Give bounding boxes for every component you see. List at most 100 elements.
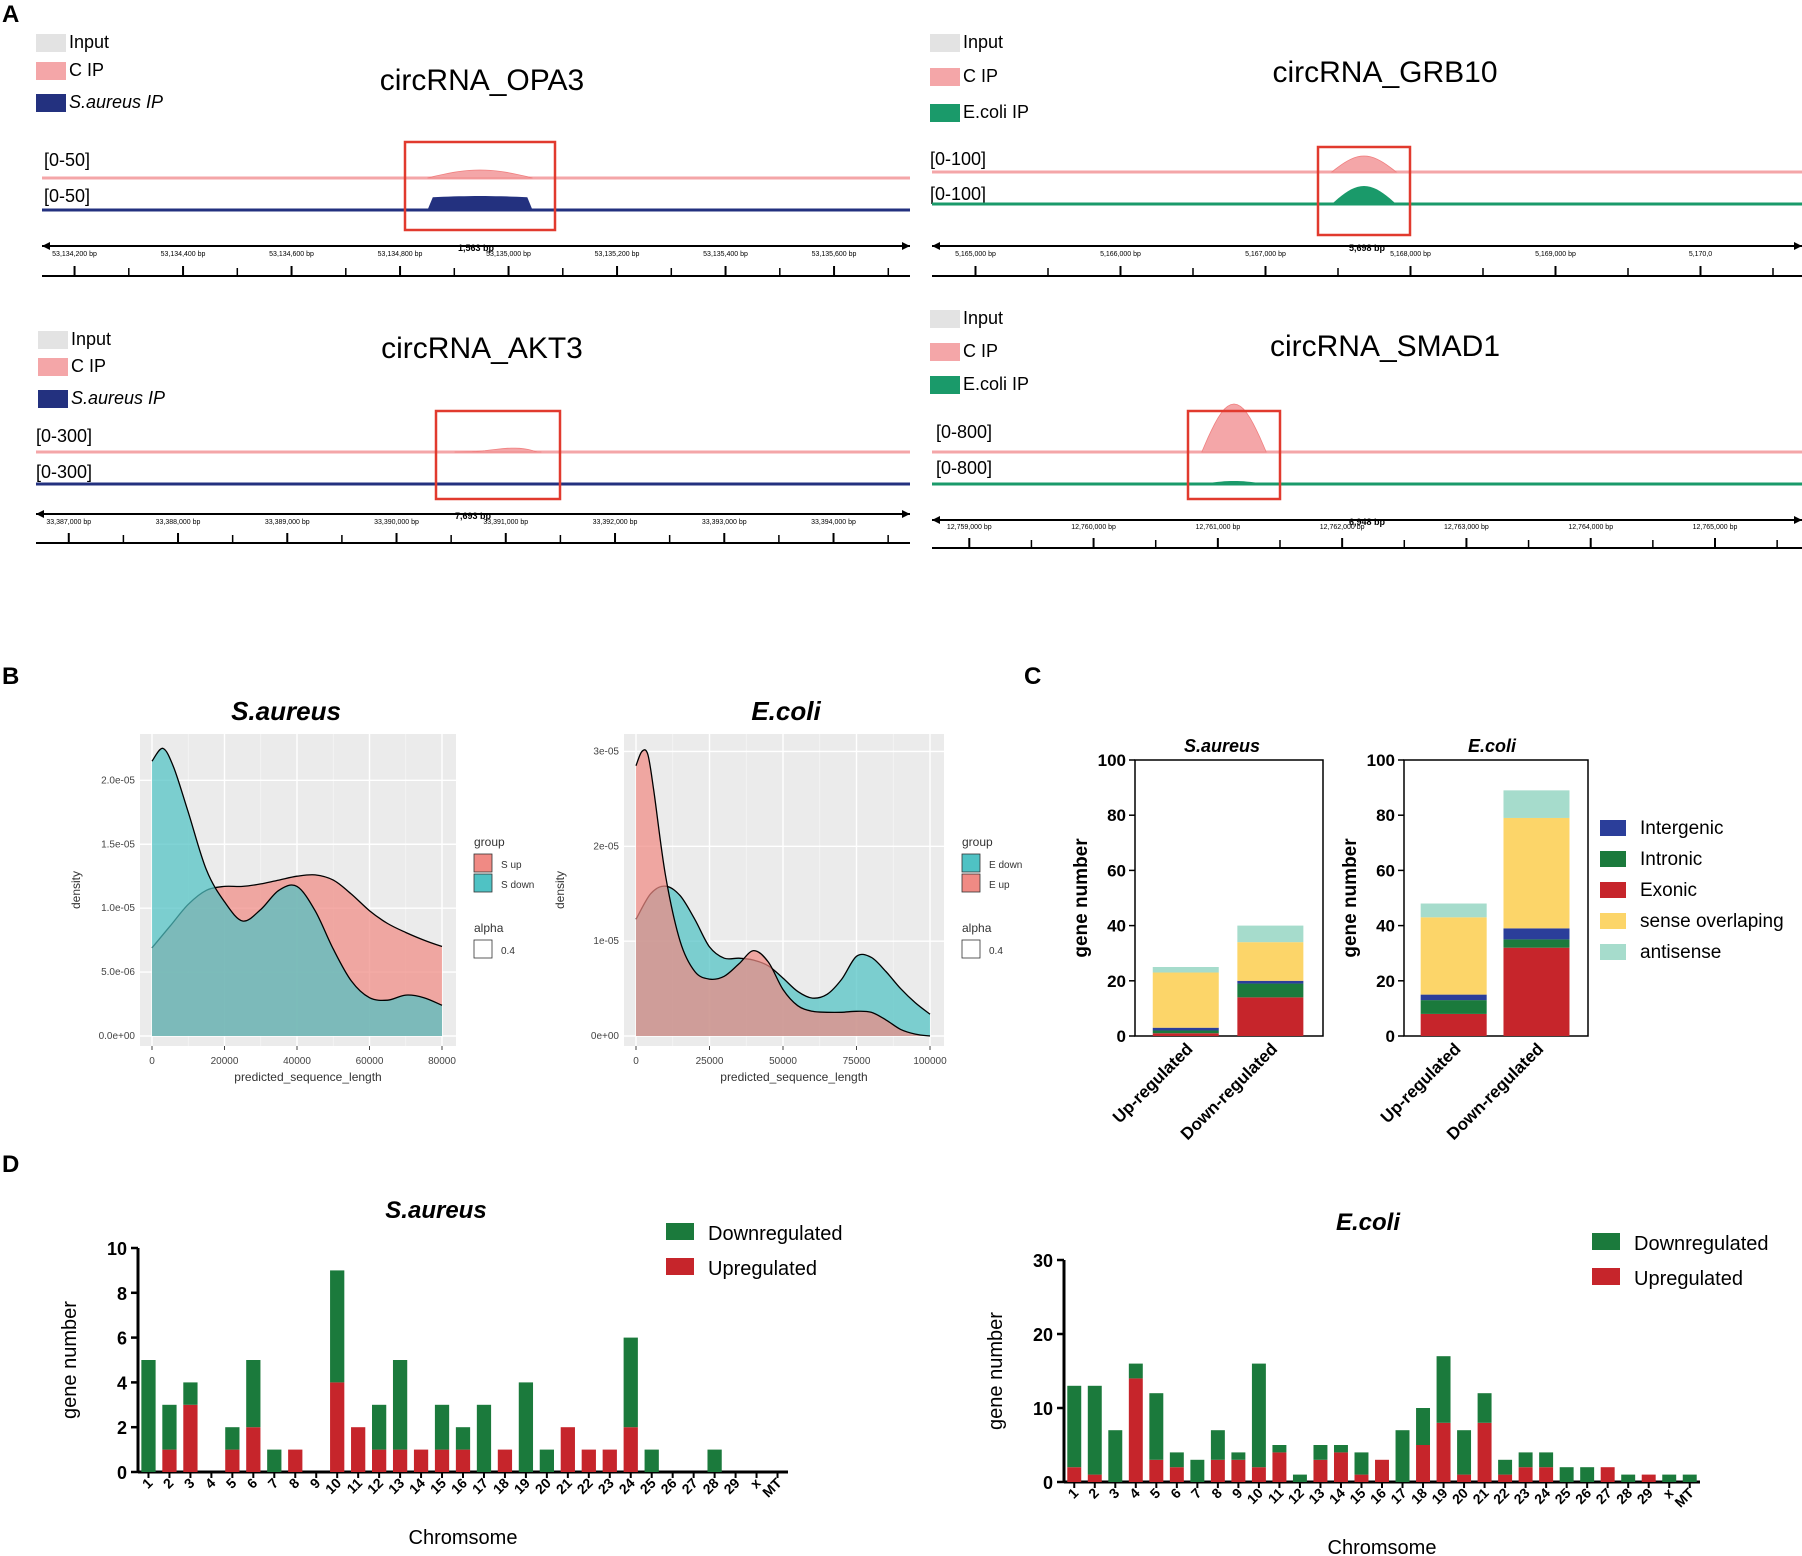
bar-downregulated xyxy=(1313,1445,1328,1460)
bar-segment-antisense xyxy=(1420,903,1487,918)
density-line xyxy=(635,749,931,1037)
legend-swatch xyxy=(1592,1268,1620,1285)
panel-label-c: C xyxy=(1024,663,1041,690)
bar-segment-intergenic xyxy=(1503,928,1570,940)
bar-upregulated xyxy=(1354,1474,1369,1482)
y-tick-label: 2e-05 xyxy=(593,841,619,852)
x-tick-label: 23 xyxy=(595,1475,617,1497)
y-tick-label: 10 xyxy=(107,1239,127,1259)
legend-swatch xyxy=(961,873,981,893)
alpha-value: 0.4 xyxy=(501,946,515,957)
bar-upregulated xyxy=(1457,1474,1472,1482)
highlight-box xyxy=(1186,409,1282,501)
y-tick-label: 1e-05 xyxy=(593,936,619,947)
ruler-tick-label: 53,134,600 bp xyxy=(269,251,314,258)
x-tick-label: 0 xyxy=(149,1056,155,1067)
x-tick-label: 17 xyxy=(469,1475,491,1497)
panel-label-b: B xyxy=(2,663,19,690)
y-axis-label: gene number xyxy=(985,1312,1007,1430)
x-tick-label: 22 xyxy=(1490,1485,1512,1507)
bar-segment-sense-overlaping xyxy=(1420,917,1487,995)
stacked-title: E.coli xyxy=(1468,736,1517,756)
bar-downregulated xyxy=(1292,1474,1307,1482)
track-legend-swatch xyxy=(930,310,960,328)
bar-upregulated xyxy=(1498,1474,1513,1482)
bar-downregulated xyxy=(1067,1385,1082,1468)
bar-downregulated xyxy=(267,1449,282,1472)
track-legend-label: Input xyxy=(71,329,111,349)
x-tick-label: 28 xyxy=(1613,1485,1635,1507)
legend-title: group xyxy=(962,835,993,849)
legend-label: Intergenic xyxy=(1640,818,1723,839)
y-axis-label: density xyxy=(69,871,83,909)
y-tick-label: 8 xyxy=(117,1284,127,1304)
chrom-title: E.coli xyxy=(1336,1209,1401,1236)
bar-upregulated xyxy=(1313,1459,1328,1482)
density-line xyxy=(151,747,443,1006)
legend-label: Upregulated xyxy=(1634,1268,1743,1290)
ruler-tick-label: 53,135,000 bp xyxy=(486,251,531,258)
ip-peak xyxy=(1331,186,1397,204)
bar-downregulated xyxy=(392,1360,408,1450)
y-tick-label: 20 xyxy=(1033,1325,1053,1345)
density-title: E.coli xyxy=(751,696,821,726)
ruler-tick-label: 33,387,000 bp xyxy=(46,519,91,526)
bar-upregulated xyxy=(1539,1467,1554,1482)
alpha-title: alpha xyxy=(474,921,504,935)
bar-downregulated xyxy=(1169,1452,1184,1468)
track-title: circRNA_OPA3 xyxy=(380,64,585,97)
x-tick-label: 7 xyxy=(1188,1485,1205,1502)
x-tick-label: 4 xyxy=(1126,1485,1143,1502)
bar-segment-intronic xyxy=(1503,939,1570,948)
x-tick-label: 8 xyxy=(1208,1485,1225,1502)
x-axis-label: predicted_sequence_length xyxy=(720,1070,867,1084)
x-tick-label: 26 xyxy=(1572,1485,1594,1507)
density-title: S.aureus xyxy=(231,696,341,726)
x-tick-label: MT xyxy=(759,1474,785,1500)
x-tick-label: 5 xyxy=(1147,1485,1164,1502)
bar-downregulated xyxy=(225,1427,240,1450)
x-tick-label: 21 xyxy=(553,1475,575,1497)
y-tick-label: 0 xyxy=(1386,1027,1395,1046)
x-tick-label: 10 xyxy=(322,1475,344,1497)
x-tick-label: 3 xyxy=(1106,1485,1123,1502)
y-tick-label: 5.0e-06 xyxy=(101,967,135,978)
bar-downregulated xyxy=(1416,1408,1431,1445)
bar-segment-intergenic xyxy=(1237,980,1304,984)
bar-upregulated xyxy=(1169,1467,1184,1482)
y-tick-label: 20 xyxy=(1107,972,1126,991)
x-tick-label: 50000 xyxy=(769,1056,797,1067)
track-legend-swatch xyxy=(36,62,66,80)
bar-upregulated xyxy=(1436,1422,1451,1482)
bar-upregulated xyxy=(623,1427,638,1472)
x-tick-label: MT xyxy=(1671,1484,1697,1510)
bar-downregulated xyxy=(1190,1459,1205,1482)
alpha-title: alpha xyxy=(962,921,992,935)
y-tick-label: 10 xyxy=(1033,1399,1053,1419)
alpha-swatch xyxy=(473,939,493,959)
x-tick-label: 25000 xyxy=(696,1056,724,1067)
bar-downregulated xyxy=(1436,1356,1451,1423)
x-tick-label: 16 xyxy=(1367,1485,1389,1507)
x-tick-label: 1 xyxy=(1065,1485,1082,1502)
bar-upregulated xyxy=(1231,1459,1246,1482)
x-tick-label: 11 xyxy=(343,1475,365,1497)
bar-downregulated xyxy=(1251,1363,1266,1468)
bar-upregulated xyxy=(1416,1445,1431,1482)
legend-title: group xyxy=(474,835,505,849)
ruler-tick-label: 5,167,000 bp xyxy=(1245,251,1286,258)
stacked-title: S.aureus xyxy=(1184,736,1260,756)
bar-downregulated xyxy=(539,1449,554,1472)
bar-downregulated xyxy=(1457,1430,1472,1475)
ruler-tick-label: 12,765,000 bp xyxy=(1693,524,1738,531)
x-tick-label: 28 xyxy=(699,1475,721,1497)
track-panel-3: circRNA_SMAD1 Input C IP E.coli IP [0-800] [0… xyxy=(930,308,1802,549)
ruler-tick-label: 33,393,000 bp xyxy=(702,519,747,526)
plot-frame xyxy=(1403,759,1589,1037)
panel-labels: A B C D xyxy=(2,1,1041,1178)
track-range-label: [0-800] xyxy=(936,458,992,478)
track-legend-swatch xyxy=(38,390,68,408)
x-tick-label: 16 xyxy=(448,1475,470,1497)
track-title: circRNA_SMAD1 xyxy=(1270,330,1500,363)
